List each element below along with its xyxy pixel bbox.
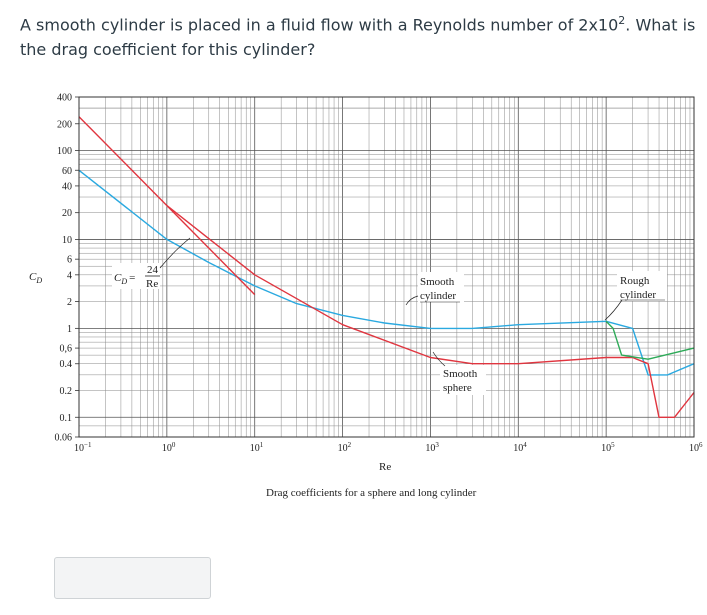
y-tick-label: 200 xyxy=(57,119,72,130)
svg-text:cylinder: cylinder xyxy=(620,289,656,301)
y-tick-label: 40 xyxy=(62,181,72,192)
series-line-rough-cylinder xyxy=(605,320,695,360)
answer-input[interactable] xyxy=(54,557,211,599)
svg-text:Re: Re xyxy=(146,278,158,290)
y-tick-label: 100 xyxy=(57,146,72,157)
y-tick-label: 400 xyxy=(57,93,72,104)
y-tick-label: 0.4 xyxy=(60,359,73,370)
x-tick-label: 10−1 xyxy=(74,441,92,454)
x-tick-label: 101 xyxy=(250,441,264,454)
series-line-c-d-24-re xyxy=(166,205,256,296)
y-tick-label: 20 xyxy=(62,208,72,219)
x-tick-label: 103 xyxy=(425,441,439,454)
y-tick-label: 1 xyxy=(67,324,72,335)
svg-text:Rough: Rough xyxy=(620,275,650,287)
svg-text:Smooth: Smooth xyxy=(420,276,455,288)
question-text-part-2: . What is the drag coefficient for this … xyxy=(20,15,696,60)
x-tick-label: 104 xyxy=(513,441,527,454)
x-tick-label: 102 xyxy=(338,441,352,454)
chart-series xyxy=(78,116,695,418)
chart-grid xyxy=(78,96,694,438)
y-tick-label: 0.2 xyxy=(60,386,73,397)
series-line-smooth-sphere xyxy=(78,116,695,418)
annotation-stokes-law: CD = 24 Re xyxy=(112,237,191,290)
svg-text:cylinder: cylinder xyxy=(420,290,456,302)
plot-frame xyxy=(78,96,695,438)
annotation-smooth-sphere: Smooth sphere xyxy=(432,351,486,395)
y-tick-label: 0,6 xyxy=(60,344,73,355)
y-tick-label: 0.06 xyxy=(55,433,73,444)
y-tick-label: 4 xyxy=(67,270,72,281)
question-text-part-1: A smooth cylinder is placed in a fluid f… xyxy=(20,15,619,35)
chart-caption: Drag coefficients for a sphere and long … xyxy=(266,487,477,499)
chart-tick-labels: 4002001006040201064210,60.40.20.10.0610−… xyxy=(55,93,704,455)
svg-text:Smooth: Smooth xyxy=(443,368,478,380)
svg-text:24: 24 xyxy=(147,264,159,276)
question-exponent: 2 xyxy=(618,14,626,27)
annotation-smooth-cylinder: Smooth cylinder xyxy=(405,272,464,306)
y-tick-label: 60 xyxy=(62,166,72,177)
y-tick-label: 10 xyxy=(62,235,72,246)
x-tick-label: 105 xyxy=(601,441,615,454)
question-text: A smooth cylinder is placed in a fluid f… xyxy=(20,8,700,62)
y-tick-label: 0.1 xyxy=(60,413,73,424)
x-tick-label: 106 xyxy=(689,441,703,454)
x-axis-label: Re xyxy=(379,461,391,473)
y-axis-label: CD xyxy=(29,271,42,285)
y-tick-label: 6 xyxy=(67,255,72,266)
svg-text:CD=: CD = xyxy=(114,272,135,286)
y-tick-label: 2 xyxy=(67,297,72,308)
series-line-smooth-cylinder xyxy=(78,169,695,376)
x-tick-label: 100 xyxy=(162,441,176,454)
annotation-rough-cylinder: Rough cylinder xyxy=(604,271,667,321)
svg-text:sphere: sphere xyxy=(443,382,472,394)
